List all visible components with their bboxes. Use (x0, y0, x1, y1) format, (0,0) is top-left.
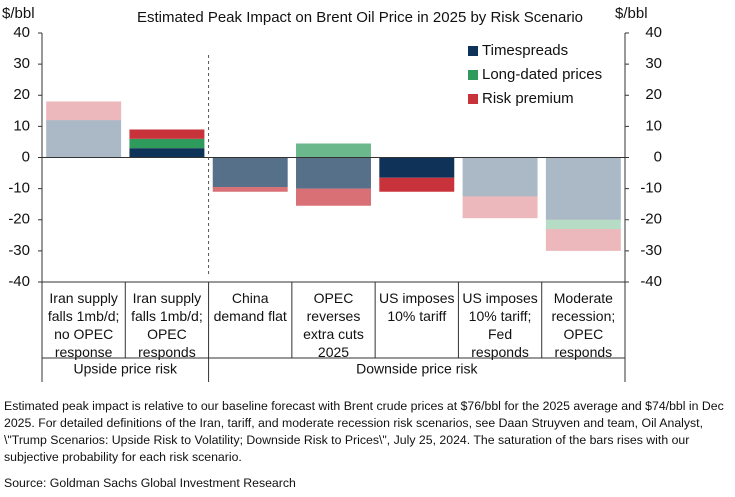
bar-segment (46, 120, 122, 158)
bar-segment (129, 129, 205, 139)
legend-swatch (468, 70, 478, 80)
bar-segment (462, 157, 538, 197)
bar-segment (296, 188, 371, 206)
x-tick-label: Iran supply falls 1mb/d; no OPEC respons… (47, 290, 120, 360)
y2-tick-label: -40 (640, 273, 662, 290)
y-unit: $/bbl (2, 5, 35, 22)
x-tick-label: China demand flat (213, 290, 287, 324)
bar-segment (129, 148, 205, 158)
group-label: Downside price risk (356, 361, 478, 377)
source: Source: Goldman Sachs Global Investment … (4, 476, 296, 490)
y2-unit: $/bbl (615, 5, 648, 22)
y2-tick-label: 30 (645, 55, 662, 72)
bar-segment (379, 177, 455, 192)
y2-tick-label: -20 (640, 211, 662, 228)
group-label: Upside price risk (74, 361, 178, 377)
y2-tick-label: 0 (654, 148, 662, 165)
y-tick-label: 0 (22, 148, 30, 165)
bar-segment (212, 157, 288, 188)
y2-tick-label: 40 (645, 24, 662, 41)
footnote: Estimated peak impact is relative to our… (4, 399, 724, 464)
x-tick-label: OPEC reverses extra cuts 2025 (303, 290, 364, 360)
legend-swatch (468, 46, 478, 56)
x-tick-label: US imposes 10% tariff (379, 290, 455, 324)
y-tick-label: 30 (13, 55, 30, 72)
bar-segment (129, 138, 205, 149)
bar-segment (296, 157, 371, 189)
y2-tick-label: 20 (645, 86, 662, 103)
legend-swatch (468, 94, 478, 104)
bar-segment (545, 219, 621, 230)
y-tick-label: -20 (8, 211, 30, 228)
y-tick-label: -40 (8, 273, 30, 290)
x-tick-label: Iran supply falls 1mb/d; OPEC responds (131, 290, 203, 360)
y-tick-label: -30 (8, 242, 30, 259)
y-tick-label: 10 (13, 117, 30, 134)
bar-segment (545, 157, 621, 220)
x-tick-label: Moderate recession; OPEC responds (551, 290, 616, 360)
y-tick-label: -10 (8, 180, 30, 197)
bar-segment (379, 157, 455, 178)
legend-label: Long-dated prices (482, 66, 602, 83)
bar-segment (462, 196, 538, 219)
x-tick-label: US imposes 10% tariff; Fed responds (462, 290, 538, 360)
chart-title: Estimated Peak Impact on Brent Oil Price… (137, 9, 583, 26)
legend-label: Risk premium (482, 90, 574, 107)
bar-segment (296, 143, 371, 158)
y2-tick-label: -10 (640, 180, 662, 197)
bar-segment (212, 187, 288, 192)
y2-tick-label: 10 (645, 117, 662, 134)
legend-label: Timespreads (482, 42, 568, 59)
y-tick-label: 40 (13, 24, 30, 41)
y2-tick-label: -30 (640, 242, 662, 259)
bar-segment (46, 101, 122, 121)
chart: Estimated Peak Impact on Brent Oil Price… (2, 5, 662, 382)
y-tick-label: 20 (13, 86, 30, 103)
bar-segment (545, 229, 621, 251)
